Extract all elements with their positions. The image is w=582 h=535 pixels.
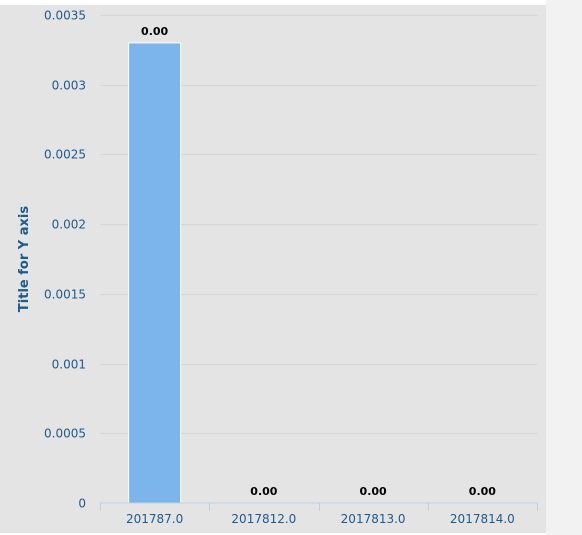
- y-tick-label: 0.0025: [44, 148, 86, 162]
- bar: [128, 42, 182, 504]
- y-tick-label: 0.0035: [44, 9, 86, 23]
- y-tick-label: 0.001: [52, 358, 86, 372]
- data-label: 0.00: [141, 25, 168, 38]
- data-labels: 0.00 0.00 0.00 0.00: [141, 25, 496, 498]
- data-label: 0.00: [250, 485, 277, 498]
- data-label: 0.00: [469, 485, 496, 498]
- chart-right-strip: [546, 0, 582, 535]
- y-axis-title: Title for Y axis: [17, 206, 32, 312]
- y-tick-label: 0.0015: [44, 288, 86, 302]
- x-tick-label: 2017814.0: [450, 512, 515, 526]
- bars: [128, 42, 182, 504]
- x-tick-label: 2017812.0: [231, 512, 296, 526]
- x-tick-label: 201787.0: [126, 512, 183, 526]
- y-tick-label: 0.003: [52, 79, 86, 93]
- y-axis-ticks: 0 0.0005 0.001 0.0015 0.002 0.0025 0.003 0.0035: [44, 9, 86, 511]
- y-tick-label: 0.002: [52, 218, 86, 232]
- y-tick-label: 0: [78, 497, 86, 511]
- x-tick-label: 2017813.0: [341, 512, 406, 526]
- y-tick-label: 0.0005: [44, 427, 86, 441]
- x-axis-ticks: 201787.0 2017812.0 2017813.0 2017814.0: [100, 503, 538, 526]
- chart-background: [0, 5, 546, 533]
- data-label: 0.00: [360, 485, 387, 498]
